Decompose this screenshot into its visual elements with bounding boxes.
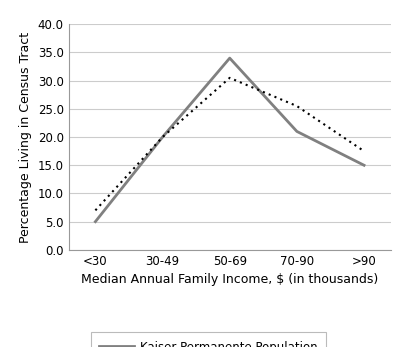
X-axis label: Median Annual Family Income, $ (in thousands): Median Annual Family Income, $ (in thous… (81, 273, 378, 286)
Y-axis label: Percentage Living in Census Tract: Percentage Living in Census Tract (19, 32, 32, 243)
Legend: Kaiser Permanente Population, General Population: Kaiser Permanente Population, General Po… (91, 332, 326, 347)
